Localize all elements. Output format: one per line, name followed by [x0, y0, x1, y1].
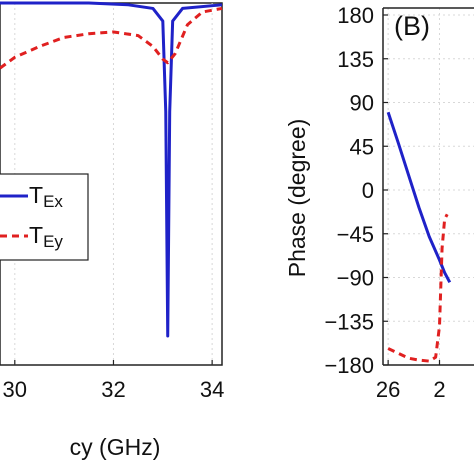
panel-b-series-line-tey: [387, 213, 449, 363]
panel-a-series-line-tex: [0, 1, 223, 338]
panel-b-y-axis-label: Phase (degree): [284, 119, 310, 278]
panel-b: 180 135 90 45 0 −45 −90 −135 −180 26 2 Phase (deg…: [284, 3, 474, 402]
panel-a-series: [0, 1, 223, 338]
panel-a-x-tick-label: 32: [101, 377, 125, 402]
panel-a-x-tick-label: 30: [3, 377, 27, 402]
panel-a-legend: TEx TEy: [0, 173, 89, 261]
panel-b-y-tick-label: 180: [337, 3, 374, 28]
panel-b-y-tick-label: 90: [350, 91, 374, 116]
panel-b-x-tick-label: 26: [376, 377, 400, 402]
panel-b-y-ticks: 180 135 90 45 0 −45 −90 −135 −180: [324, 3, 388, 378]
panel-a-series-line-tey: [0, 6, 223, 70]
legend-box: [0, 173, 89, 261]
panel-b-series-line-tex: [386, 111, 452, 284]
panel-b-y-tick-label: 45: [350, 134, 374, 159]
panel-b-y-tick-label: −135: [324, 309, 374, 334]
panel-b-y-tick-label: 135: [337, 47, 374, 72]
panel-a-x-axis-label: cy (GHz): [70, 434, 161, 460]
panel-b-y-tick-label: −45: [337, 222, 374, 247]
panel-b-series: [386, 111, 452, 363]
panel-b-x-tick-label: 2: [433, 377, 445, 402]
legend-label-tex: TEx: [29, 182, 63, 211]
panel-b-grid: [383, 8, 474, 366]
panel-a-x-ticks: 30 32 34: [3, 360, 224, 402]
panel-a-x-tick-label: 34: [200, 377, 224, 402]
panel-b-y-tick-label: −180: [324, 353, 374, 378]
legend-label-tey: TEy: [29, 222, 63, 251]
panel-b-x-ticks: 26 2: [376, 360, 446, 402]
panel-b-y-tick-label: −90: [337, 266, 374, 291]
panel-a: 30 32 34 cy (GHz) TEx TEy: [0, 1, 224, 460]
panel-b-y-tick-label: 0: [362, 178, 374, 203]
panel-b-tag: (B): [394, 11, 430, 41]
